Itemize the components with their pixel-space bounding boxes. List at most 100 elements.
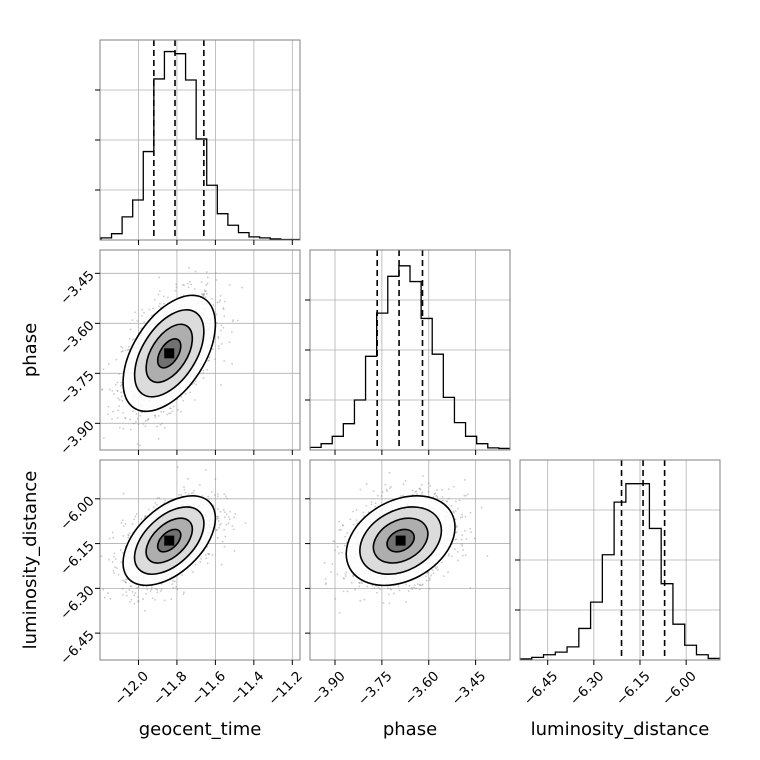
sample-point [216, 515, 219, 518]
sample-point [202, 294, 205, 297]
sample-point [122, 525, 125, 528]
sample-point [352, 510, 355, 513]
sample-point [200, 293, 203, 295]
sample-point [120, 395, 123, 398]
sample-point [172, 405, 175, 408]
sample-point [90, 537, 92, 539]
sample-point [447, 497, 450, 500]
sample-point [381, 491, 384, 493]
sample-point [146, 419, 148, 422]
sample-point [427, 571, 429, 574]
sample-point [135, 513, 138, 515]
sample-point [123, 580, 126, 583]
sample-point [376, 494, 379, 497]
sample-point [107, 405, 110, 408]
sample-point [121, 519, 124, 522]
sample-point [332, 540, 335, 543]
sample-point [116, 417, 119, 419]
sample-point [127, 533, 130, 536]
sample-point [137, 600, 139, 603]
sample-point [359, 600, 362, 602]
sample-point [174, 289, 177, 292]
sample-point [118, 398, 121, 401]
x-tick-label: −11.8 [150, 668, 191, 709]
sample-point [118, 373, 121, 375]
sample-point [119, 549, 122, 552]
sample-point [193, 489, 195, 492]
sample-point [148, 308, 151, 311]
sample-point [137, 586, 140, 589]
sample-point [116, 397, 119, 400]
sample-point [107, 413, 110, 416]
sample-point [122, 593, 124, 596]
sample-point [427, 491, 430, 493]
sample-point [180, 410, 182, 413]
panel-frame-joint [99, 459, 301, 661]
sample-point [129, 418, 132, 421]
sample-point [120, 521, 123, 524]
sample-point [432, 572, 435, 575]
sample-point [206, 545, 209, 548]
sample-point [374, 505, 376, 508]
sample-point [171, 410, 174, 413]
sample-point [442, 575, 445, 578]
sample-point [169, 407, 171, 410]
contour-line [359, 506, 443, 575]
sample-point [380, 494, 383, 497]
sample-point [133, 594, 136, 597]
sample-point [379, 588, 382, 591]
sample-point [359, 488, 362, 491]
sample-point [220, 329, 222, 332]
y-tick-label: −6.30 [57, 583, 98, 624]
sample-point [223, 511, 226, 514]
sample-point [352, 575, 355, 578]
sample-point [162, 410, 165, 413]
sample-point [107, 558, 110, 561]
sample-point [109, 597, 112, 600]
sample-point [217, 517, 220, 519]
sample-point [102, 368, 105, 371]
sample-point [404, 479, 407, 482]
sample-point [183, 488, 186, 491]
sample-point [157, 437, 160, 440]
sample-point [218, 524, 221, 526]
sample-point [189, 391, 191, 394]
sample-point [397, 585, 400, 588]
sample-point [461, 544, 464, 547]
sample-point [154, 414, 157, 417]
sample-point [156, 425, 159, 428]
x-tick-label: −6.45 [521, 668, 562, 709]
sample-point [158, 290, 161, 293]
sample-point [203, 289, 206, 292]
sample-point [342, 590, 345, 593]
sample-point [124, 417, 127, 419]
sample-point [453, 548, 456, 551]
sample-point [358, 581, 361, 584]
sample-point [189, 280, 191, 283]
sample-point [418, 487, 421, 490]
sample-point [217, 335, 220, 338]
sample-point [137, 423, 140, 426]
sample-point [362, 511, 365, 514]
sample-point [182, 399, 185, 402]
sample-point [121, 346, 124, 349]
sample-point [150, 588, 153, 591]
sample-point [215, 279, 218, 281]
sample-point [223, 545, 226, 548]
y-axis-label-phase: phase [20, 323, 41, 377]
sample-point [194, 563, 197, 566]
sample-point [132, 422, 135, 425]
sample-point [155, 462, 157, 464]
sample-point [433, 493, 436, 495]
sample-point [192, 492, 195, 494]
sample-point [114, 383, 117, 386]
sample-point [370, 501, 373, 503]
sample-point [205, 284, 208, 286]
sample-point [178, 493, 180, 496]
sample-point [431, 569, 434, 571]
sample-point [142, 423, 145, 425]
y-axis-label-luminosity_distance: luminosity_distance [20, 471, 41, 650]
sample-point [206, 292, 208, 295]
sample-point [469, 511, 472, 514]
sample-point [211, 554, 214, 556]
